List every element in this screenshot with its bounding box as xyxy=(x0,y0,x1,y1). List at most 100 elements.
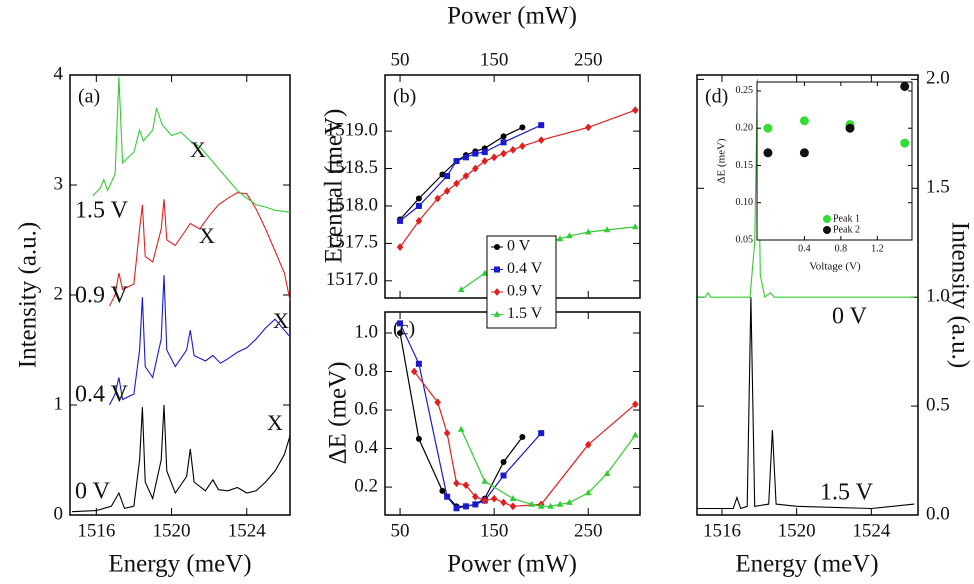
marker xyxy=(500,133,507,140)
marker xyxy=(537,136,545,145)
series-label: 1.5 V xyxy=(75,198,129,224)
x-tick-label: 0.8 xyxy=(835,243,848,254)
marker xyxy=(453,158,460,165)
marker xyxy=(900,138,910,148)
annotation: X xyxy=(273,308,289,333)
marker xyxy=(556,500,564,507)
y-tick-label: 3 xyxy=(54,173,64,194)
x-tick-label: 50 xyxy=(391,49,410,70)
annotation: X xyxy=(267,410,283,435)
marker xyxy=(443,429,451,438)
annotation: X xyxy=(190,137,206,162)
y-tick-label: 0.10 xyxy=(736,197,754,208)
marker xyxy=(584,228,592,235)
panel-label: (a) xyxy=(78,86,100,108)
series-line xyxy=(109,275,291,406)
y-tick-label: 1 xyxy=(54,393,64,414)
marker xyxy=(799,116,809,126)
y-tick-label: 0.4 xyxy=(354,437,378,458)
marker xyxy=(528,500,536,507)
marker xyxy=(603,469,611,476)
marker xyxy=(444,173,451,180)
marker xyxy=(500,459,507,466)
legend-label: 0.9 V xyxy=(507,283,543,300)
x-axis-label: Power (mW) xyxy=(447,551,577,578)
series-label: 0 V xyxy=(832,304,868,330)
marker xyxy=(490,153,498,162)
marker xyxy=(439,487,446,494)
marker xyxy=(509,495,517,502)
legend-box xyxy=(486,235,557,329)
marker xyxy=(538,430,545,437)
y-tick-label: 1.0 xyxy=(354,321,378,342)
y-tick-label: 0.8 xyxy=(354,360,378,381)
x-tick-label: 0.4 xyxy=(798,243,811,254)
marker xyxy=(556,235,564,242)
marker xyxy=(500,149,507,158)
y-axis-label: Intensity (a.u.) xyxy=(946,222,973,368)
marker xyxy=(462,172,470,180)
y-tick-label: 1.0 xyxy=(926,286,950,307)
marker xyxy=(453,179,460,188)
y-axis-label: Intensity (a.u.) xyxy=(15,222,42,368)
marker xyxy=(509,502,517,511)
panel-label: (b) xyxy=(393,86,416,108)
marker xyxy=(490,494,498,503)
x-tick-label: 50 xyxy=(391,520,410,541)
legend-label: Peak 2 xyxy=(833,224,860,235)
marker xyxy=(481,149,488,156)
marker xyxy=(415,195,422,202)
marker xyxy=(457,286,465,293)
marker xyxy=(415,202,422,209)
marker xyxy=(603,226,611,233)
series-line xyxy=(697,297,915,510)
legend-marker xyxy=(494,266,500,273)
marker xyxy=(453,479,460,488)
y-tick-label: 1517.5 xyxy=(326,232,378,253)
x-axis-label: Energy (meV) xyxy=(735,551,878,578)
y-tick-label: 1518.5 xyxy=(326,157,378,178)
y-tick-label: 1518.0 xyxy=(326,194,378,215)
x-tick-label: 150 xyxy=(480,520,509,541)
marker xyxy=(457,425,465,432)
x-tick-label: 1524 xyxy=(852,520,891,541)
y-tick-label: 4 xyxy=(54,63,64,84)
x-tick-label: 150 xyxy=(480,49,509,70)
x-tick-label: 250 xyxy=(574,520,603,541)
marker xyxy=(509,145,517,154)
y-tick-label: 0.0 xyxy=(926,503,950,524)
marker xyxy=(462,481,470,490)
marker xyxy=(481,269,489,276)
marker xyxy=(519,142,526,150)
marker xyxy=(462,154,469,161)
series-label: 0.4 V xyxy=(75,382,129,408)
x-tick-label: 1524 xyxy=(228,520,267,541)
legend-marker xyxy=(493,288,501,296)
panel-label: (d) xyxy=(705,86,728,108)
x-tick-label: 250 xyxy=(574,49,603,70)
y-axis-label: ΔE (meV) xyxy=(716,138,728,184)
marker xyxy=(415,435,422,442)
marker xyxy=(763,123,773,133)
y-tick-label: 2.0 xyxy=(926,68,950,89)
legend-marker xyxy=(494,244,500,250)
x-axis-label: Voltage (V) xyxy=(809,261,861,273)
marker xyxy=(453,505,460,512)
x-tick-label: 1516 xyxy=(703,520,741,541)
series-line xyxy=(92,77,291,214)
y-tick-label: 0.05 xyxy=(736,234,754,245)
marker xyxy=(763,148,773,158)
marker xyxy=(900,81,910,91)
marker xyxy=(631,223,639,230)
y-tick-label: 0.6 xyxy=(354,398,378,419)
y-tick-label: 1519.0 xyxy=(326,119,378,140)
marker xyxy=(547,502,554,509)
x-tick-label: 1.2 xyxy=(871,243,884,254)
marker xyxy=(397,217,404,224)
y-tick-label: 1517.0 xyxy=(326,269,378,290)
marker xyxy=(500,472,507,479)
x-tick-label: 1520 xyxy=(153,520,191,541)
marker xyxy=(444,493,451,500)
